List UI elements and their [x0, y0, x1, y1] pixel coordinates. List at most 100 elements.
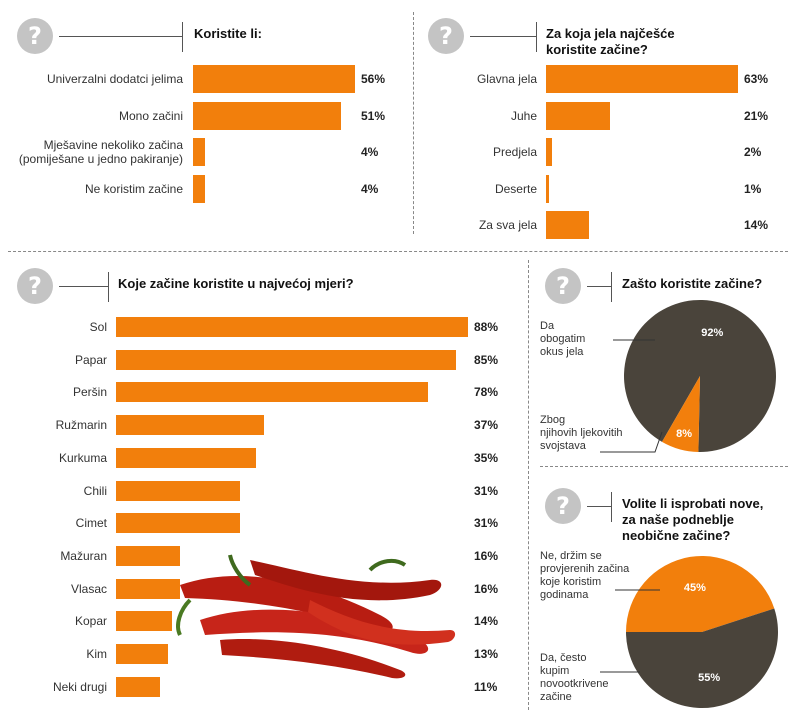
bar [116, 447, 256, 468]
pie-slice-label: Da obogatim okus jela [540, 320, 586, 358]
value-label: 4% [361, 145, 379, 159]
bar-label: Mažuran [60, 548, 107, 563]
chart-title: Koristite li: [194, 26, 262, 41]
header-rule-end [611, 492, 612, 522]
value-label: 31% [474, 483, 499, 498]
bar [116, 676, 160, 697]
bar-label: Cimet [75, 516, 107, 531]
bar-label: Neki drugi [52, 679, 107, 694]
bar-label: Juhe [510, 108, 537, 123]
bar-label: Kopar [74, 614, 107, 629]
chart-title: Volite li isprobati nove, za naše podnebl… [622, 496, 764, 543]
value-label: 88% [474, 320, 499, 334]
bar [116, 513, 240, 534]
value-label: 35% [474, 450, 499, 465]
bar [546, 174, 550, 203]
bar [546, 211, 589, 239]
value-label: 16% [474, 548, 499, 563]
chart-title: Za koja jela najčešće koristite začine? [546, 26, 675, 57]
value-label: 56% [361, 72, 386, 86]
header-rule [59, 286, 108, 287]
header-rule-end [536, 22, 537, 52]
header-rule [59, 36, 182, 37]
pie-slice [626, 608, 778, 709]
chili-peppers-illustration [176, 554, 456, 679]
question-mark-icon: ? [428, 18, 464, 54]
value-label: 51% [361, 108, 386, 123]
bar-label: Papar [74, 352, 107, 367]
bar-label: Chili [83, 483, 107, 498]
bar [116, 611, 172, 632]
pie-value-label: 55% [698, 672, 720, 684]
bar [116, 578, 180, 599]
value-label: 37% [474, 418, 499, 433]
chart-title: Zašto koristite začine? [622, 276, 763, 291]
pie-leader-line [600, 431, 663, 453]
bar [116, 415, 264, 436]
pie-slice [626, 556, 775, 632]
question-mark-icon: ? [17, 268, 53, 304]
pie-value-label: 92% [701, 327, 723, 339]
value-label: 13% [474, 647, 499, 661]
value-label: 4% [361, 181, 379, 196]
bar-label: Kim [86, 647, 107, 661]
bar-label: Ne koristim začine [84, 181, 183, 196]
bar [116, 349, 456, 370]
bar [546, 138, 553, 166]
bar [193, 138, 205, 166]
bar-label: Mješavine nekoliko začina (pomiješane u j… [18, 138, 183, 166]
header-rule-end [611, 272, 612, 302]
bar [193, 174, 205, 203]
value-label: 16% [474, 581, 499, 596]
bar [116, 382, 428, 403]
value-label: 11% [474, 679, 498, 694]
value-label: 21% [744, 108, 769, 123]
bar [546, 65, 739, 93]
divider-horizontal [8, 251, 788, 252]
pie-value-label: 8% [676, 428, 692, 440]
bar [116, 480, 240, 501]
pie-slice-label: Zbog njihovih ljekovitih svojstava [540, 414, 623, 452]
header-rule-end [182, 22, 183, 52]
bar-label: Univerzalni dodatci jelima [46, 72, 183, 86]
value-label: 85% [474, 352, 499, 367]
bar-label: Kurkuma [58, 450, 107, 465]
value-label: 31% [474, 516, 499, 531]
bar [116, 644, 168, 664]
chart-title: Koje začine koristite u najvećoj mjeri? [118, 276, 354, 291]
header-rule [587, 506, 611, 507]
value-label: 78% [474, 385, 499, 400]
bar [193, 65, 356, 93]
divider-right-horizontal [540, 466, 788, 467]
bar-label: Sol [89, 320, 107, 334]
pie-value-label: 45% [684, 582, 706, 594]
value-label: 1% [744, 181, 762, 196]
header-rule [587, 286, 611, 287]
bar-label: Vlasac [70, 581, 107, 596]
header-rule-end [108, 272, 109, 302]
pie-slice-label: Ne, držim se provjerenih začina koje koris… [540, 550, 630, 601]
bar [116, 317, 468, 337]
bar-label: Mono začini [118, 108, 183, 123]
bar-label: Za sva jela [478, 218, 537, 232]
bar [546, 101, 611, 130]
divider-bottom-vertical [528, 260, 529, 710]
bar-label: Ružmarin [55, 418, 107, 433]
bar [193, 101, 341, 130]
question-mark-icon: ? [17, 18, 53, 54]
bar-label: Predjela [492, 145, 537, 159]
question-mark-icon: ? [545, 488, 581, 524]
pie-slice [662, 376, 700, 452]
bar-label: Peršin [72, 385, 107, 400]
bar-label: Glavna jela [476, 72, 537, 86]
header-rule [470, 36, 536, 37]
divider-top-vertical [413, 12, 414, 234]
value-label: 14% [744, 218, 769, 232]
bar [116, 545, 180, 566]
chili-pepper-group [176, 554, 456, 679]
value-label: 63% [744, 72, 769, 86]
pie-slice-label: Da, često kupim novootkrivene začine [540, 652, 609, 703]
value-label: 14% [474, 614, 499, 629]
